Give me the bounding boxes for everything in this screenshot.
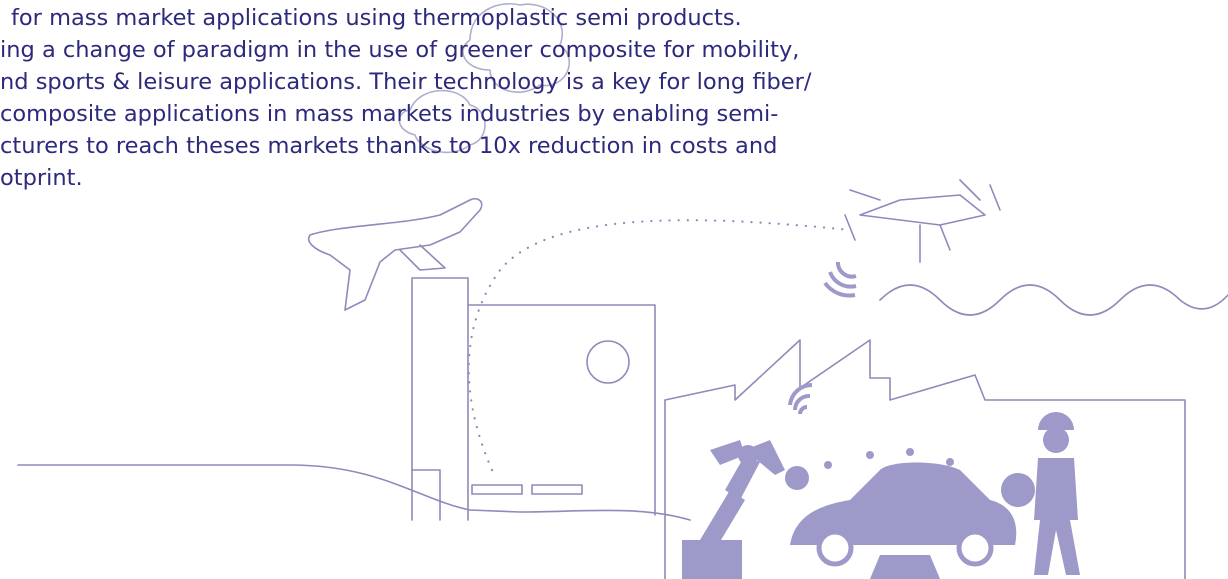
signal — [825, 262, 856, 296]
lift — [870, 555, 940, 579]
wheel — [819, 532, 851, 564]
text-line: composite applications in mass markets i… — [0, 98, 778, 130]
robot — [682, 440, 809, 579]
vent — [532, 485, 582, 494]
text-line: otprint. — [0, 162, 83, 194]
building — [468, 305, 655, 515]
drone — [845, 180, 1000, 262]
vent — [472, 485, 522, 494]
page: {"paragraph": {"lines": [ "for mass mark… — [0, 0, 1228, 579]
plane — [309, 199, 482, 310]
text-line: ing a change of paradigm in the use of g… — [0, 34, 799, 66]
dotted-path — [469, 220, 850, 470]
window — [587, 341, 629, 383]
text-line: for mass market applications using therm… — [11, 2, 742, 34]
wheel — [959, 532, 991, 564]
text-line: nd sports & leisure applications. Their … — [0, 66, 811, 98]
ground-line — [18, 465, 690, 520]
worker — [1001, 412, 1080, 575]
signal — [790, 385, 812, 414]
wave — [880, 285, 1228, 315]
text-line: cturers to reach theses markets thanks t… — [0, 130, 777, 162]
